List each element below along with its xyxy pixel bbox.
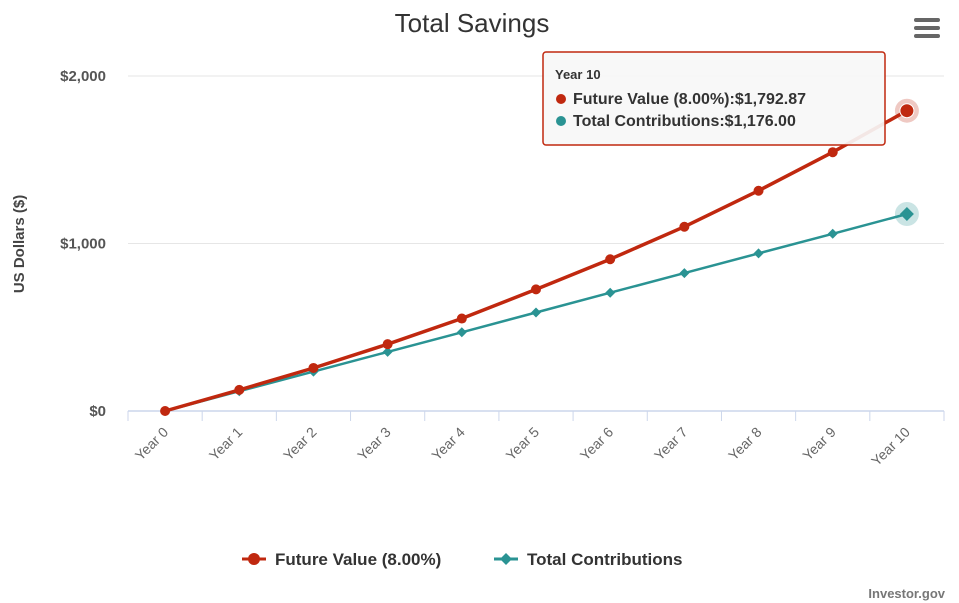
- data-point: [827, 228, 838, 239]
- data-point: [605, 287, 616, 298]
- data-point: [308, 362, 319, 373]
- chart-title: Total Savings: [395, 8, 550, 38]
- data-point: [679, 221, 690, 232]
- data-point: [827, 147, 838, 158]
- legend-label: Future Value (8.00%): [275, 550, 441, 569]
- y-axis-label: US Dollars ($): [11, 195, 28, 293]
- data-point: [160, 406, 171, 416]
- tooltip-colon-space: :: [730, 91, 735, 108]
- tooltip-box: [542, 51, 886, 146]
- data-point: [679, 268, 690, 279]
- tooltip-marker: [556, 94, 566, 104]
- x-tick-label: Year 5: [503, 424, 543, 464]
- x-axis: Year 0 Year 1 Year 2 Year 3 Year 4 Year 5 Year…: [127, 410, 945, 469]
- data-point: [382, 346, 393, 357]
- data-point: [382, 339, 393, 350]
- y-tick-label: $0: [89, 403, 106, 420]
- x-tick-label: Year 7: [651, 424, 691, 464]
- legend-item-total-contributions[interactable]: Total Contributions: [494, 550, 683, 569]
- tooltip-value: $1,792.87: [735, 91, 806, 108]
- series-markers: [160, 98, 919, 416]
- x-tick-label: Year 0: [132, 424, 172, 464]
- data-point: [753, 248, 764, 259]
- data-point: [456, 327, 467, 338]
- data-point: [605, 254, 616, 265]
- tooltip-label: Total Contributions: [573, 113, 719, 130]
- data-point: [234, 384, 245, 395]
- credit-text[interactable]: Investor.gov: [868, 586, 945, 601]
- x-tick-label: Year 2: [280, 424, 320, 464]
- x-tick-label: Year 4: [428, 424, 468, 464]
- series-lines: [163, 108, 909, 413]
- data-point: [531, 307, 541, 318]
- tooltip-colon-space: :: [719, 113, 724, 130]
- data-point: [899, 207, 914, 222]
- legend-label: Total Contributions: [527, 550, 683, 569]
- legend-marker: [248, 553, 260, 565]
- y-tick-label: $1,000: [60, 236, 106, 253]
- legend-item-future-value[interactable]: Future Value (8.00%): [242, 550, 441, 569]
- x-tick-label: Year 1: [206, 424, 246, 464]
- legend-marker: [500, 553, 512, 565]
- x-tick-label: Year 3: [354, 424, 394, 464]
- x-tick-label: Year 8: [725, 424, 765, 464]
- tooltip-label: Future Value (8.00%): [573, 91, 730, 108]
- legend: Future Value (8.00%) Total Contributions: [242, 550, 683, 569]
- tooltip-marker: [556, 116, 566, 126]
- data-point: [753, 185, 764, 196]
- x-tick-label: Year 6: [577, 424, 617, 464]
- hamburger-menu-icon: [914, 18, 940, 38]
- x-tick-label: Year 9: [799, 424, 839, 464]
- series-line: [163, 108, 909, 413]
- tooltip-value: $1,176.00: [725, 113, 796, 130]
- menu-button[interactable]: [910, 14, 944, 44]
- data-point: [899, 103, 915, 119]
- tooltip-header: Year 10: [555, 67, 601, 82]
- data-point: [456, 313, 467, 324]
- y-tick-label: $2,000: [60, 68, 106, 85]
- x-tick-label: Year 10: [868, 424, 913, 469]
- data-point: [531, 284, 541, 295]
- tooltip: Year 10 Future Value (8.00%) Total Contrib…: [542, 51, 886, 146]
- y-axis-ticks: $0 $1,000 $2,000: [60, 68, 106, 420]
